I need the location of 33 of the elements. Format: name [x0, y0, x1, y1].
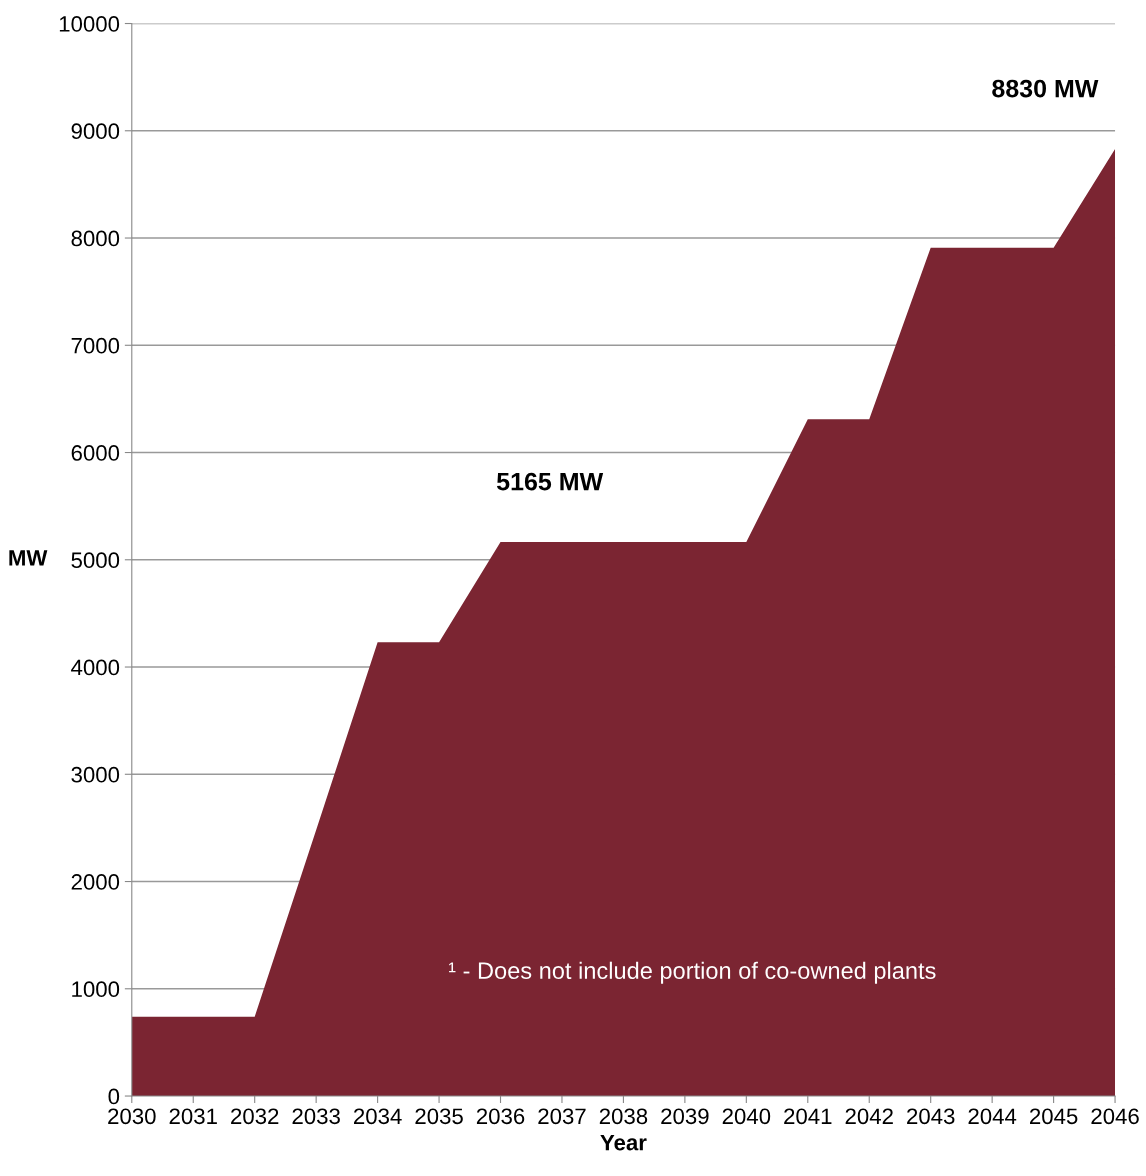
y-tick-label: 6000: [71, 445, 120, 461]
y-tick-label: 3000: [71, 766, 120, 783]
x-tick-label: 2035: [415, 1108, 463, 1125]
x-tick-label: 2046: [1091, 1108, 1139, 1125]
y-tick-label: 8000: [71, 230, 120, 247]
x-tick-label: 2037: [538, 1108, 586, 1125]
y-tick-label: 7000: [71, 337, 120, 354]
x-tick-label: 2042: [845, 1108, 893, 1125]
x-tick-label: 2045: [1030, 1108, 1078, 1125]
y-tick-label: 1000: [72, 981, 120, 998]
x-tick-label: 2032: [231, 1108, 279, 1125]
x-tick-label: 2040: [722, 1108, 771, 1125]
annotation: 8830 MW: [992, 79, 1099, 98]
x-tick-label: 2030: [108, 1108, 156, 1125]
x-tick-label: 2034: [354, 1108, 402, 1125]
annotation: 5165 MW: [496, 472, 604, 491]
y-tick-label: 10000: [59, 16, 120, 32]
x-tick-label: 2033: [292, 1108, 340, 1125]
y-tick-label: 0: [108, 1088, 120, 1105]
x-tick-label: 2031: [169, 1108, 217, 1125]
x-tick-label: 2041: [784, 1108, 832, 1125]
x-tick-label: 2043: [907, 1108, 955, 1125]
y-tick-label: 2000: [71, 874, 120, 890]
y-tick-label: 5000: [71, 552, 120, 569]
x-tick-label: 2039: [661, 1108, 709, 1125]
x-tick-label: 2044: [968, 1108, 1017, 1125]
y-tick-label: 9000: [71, 123, 120, 140]
x-tick-label: 2038: [599, 1108, 648, 1125]
y-tick-label: 4000: [71, 659, 120, 676]
x-tick-label: 2036: [476, 1108, 525, 1125]
y-axis-title: MW: [9, 550, 48, 566]
annotation: ¹ - Does not include portion of co-owned plants: [449, 961, 936, 984]
x-axis-title: Year: [600, 1134, 647, 1151]
